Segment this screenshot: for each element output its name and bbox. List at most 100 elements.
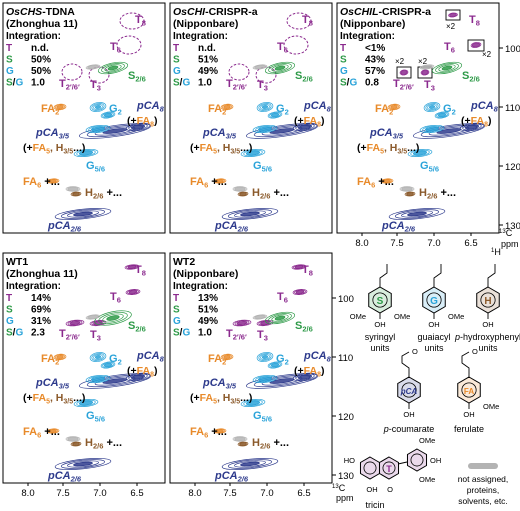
y-axis-ppm: ppm [336, 493, 354, 503]
coumarate-pca8-peak [292, 122, 318, 132]
tricin-ring-b [406, 448, 428, 472]
panel-frame [169, 2, 333, 234]
label-t3: T3 [90, 329, 101, 343]
label-g2: G2 [276, 103, 289, 117]
label-h26: H2/6 +... [85, 437, 122, 451]
label-pca35: pCA3/5 [202, 377, 237, 391]
label-s26: S2/6 [295, 320, 313, 334]
panel-frame [169, 252, 333, 484]
hydroxyphenyl-structure-letter: H [484, 296, 491, 307]
tricin-t8-peak [448, 12, 458, 18]
label-pca35: pCA3/5 [35, 377, 70, 391]
x-tick-label: 6.5 [297, 488, 310, 499]
ferulate-fa2-peak [220, 353, 234, 361]
coumarate-pca35-peak [245, 123, 319, 139]
y-tick-label: 130 [338, 471, 354, 482]
label-t3: T3 [424, 79, 435, 93]
label-pca35-extra: (+FA5, H3/5...) [190, 142, 252, 156]
integration-value: 51% [198, 305, 218, 316]
x-tick-label: 8.0 [188, 488, 201, 499]
integration-key-SG: S/G [6, 328, 23, 339]
hydroxyphenyl-h26-peak [237, 441, 249, 447]
hydroxyphenyl-h26-peak [70, 441, 82, 447]
label-g56: G5/6 [86, 410, 105, 424]
coumarate-structure-oh: OH [403, 410, 414, 419]
label-pca8: pCA8 [136, 100, 165, 114]
tricin-t2-peak [232, 319, 252, 327]
label-g56: G5/6 [420, 160, 439, 174]
guaiacyl-g2b-peak [267, 361, 283, 369]
guaiacyl-overlap-peak [419, 124, 445, 134]
integration-key-T: T [173, 43, 179, 54]
ferulate-fa6-peak [46, 178, 60, 184]
tricin-ome-bottom: OMe [419, 475, 435, 484]
integration-value: 0.8 [365, 78, 379, 89]
ferulate-structure: O FA OH OMe [457, 347, 499, 419]
syringyl-s26-peak [264, 311, 296, 325]
label-pca26: pCA2/6 [47, 220, 82, 234]
coumarate-pca8-peak [292, 372, 318, 382]
guaiacyl-g56-peak [73, 398, 99, 408]
label-t6: T6 [444, 41, 455, 55]
hydroxyphenyl-h26-peak [70, 191, 82, 197]
label-pca8: pCA8 [470, 100, 499, 114]
tricin-letter: T [386, 464, 392, 474]
integration-label: Integration: [6, 31, 61, 42]
tricin-ho: HO [344, 456, 355, 465]
label-pca8-extra: (+FA8) [127, 115, 157, 129]
y-tick-label: 100 [505, 44, 520, 55]
panel-title: WT2 [173, 256, 195, 268]
tricin-t8-absent [119, 12, 145, 30]
label-fa6: FA6 +... [23, 426, 60, 440]
tricin-t6-peak [125, 288, 141, 296]
ferulate-structure-ome: OMe [483, 402, 499, 411]
panel-title: OsCHS-TDNA [6, 6, 75, 18]
panel-frame [336, 2, 500, 234]
label-fa6: FA6 +... [190, 426, 227, 440]
label-t6: T6 [277, 291, 288, 305]
panel-frame [2, 252, 166, 484]
integration-value: 49% [198, 66, 218, 77]
integration-key-S: S [340, 55, 347, 66]
x-axis-unit: 1H [491, 247, 501, 257]
hydroxyphenyl-h26-peak [404, 191, 416, 197]
integration-value: 14% [31, 293, 51, 304]
integration-label: Integration: [173, 31, 228, 42]
tricin-t8-absent [286, 12, 312, 30]
tricin-ring-a [359, 456, 381, 480]
label-pca8-extra: (+FA8) [461, 115, 491, 129]
integration-key-S: S [6, 305, 13, 316]
label-pca35-extra: (+FA5, H3/5...) [23, 392, 85, 406]
x-tick-label: 7.0 [427, 238, 440, 249]
guaiacyl-overlap-peak [85, 374, 111, 384]
hydroxyphenyl-structure-oh: OH [482, 320, 493, 329]
guaiacyl-g2b-peak [267, 111, 283, 119]
label-pca8: pCA8 [136, 350, 165, 364]
ferulate-fa6-peak [213, 178, 227, 184]
label-pca26: pCA2/6 [214, 220, 249, 234]
y-tick-label: 110 [505, 103, 520, 114]
guaiacyl-structure-letter: G [430, 296, 438, 307]
label-h26: H2/6 +... [419, 187, 456, 201]
panel-p2: OsCHI-CRISPR-a(Nipponbare)Integration:T n… [169, 2, 333, 234]
y-axis-unit: 13C [499, 228, 513, 238]
label-t2p6p: T2′/6′ [59, 78, 80, 92]
panel-p5: WT2(Nipponbare)Integration:T 13% S 51% G 49% S… [169, 252, 333, 484]
label-pca35-extra: (+FA5, H3/5...) [23, 142, 85, 156]
integration-key-T: T [6, 293, 12, 304]
coumarate-pca8-peak [459, 122, 485, 132]
integration-value: 49% [198, 316, 218, 327]
integration-value: 50% [31, 66, 51, 77]
integration-value: 1.0 [198, 78, 212, 89]
unassigned-peak [232, 186, 248, 192]
tricin-t3-peak [420, 69, 430, 76]
coumarate-pca26-peak [221, 458, 279, 470]
guaiacyl-g2b-peak [100, 111, 116, 119]
integration-key-G: G [340, 66, 348, 77]
y-axis-unit: 13C [332, 483, 346, 493]
unassigned-peak [232, 436, 248, 442]
label-fa2: FA2 [41, 353, 59, 367]
guaiacyl-caption-line1: guaiacyl [417, 332, 450, 342]
tricin-t6-absent [116, 35, 142, 55]
